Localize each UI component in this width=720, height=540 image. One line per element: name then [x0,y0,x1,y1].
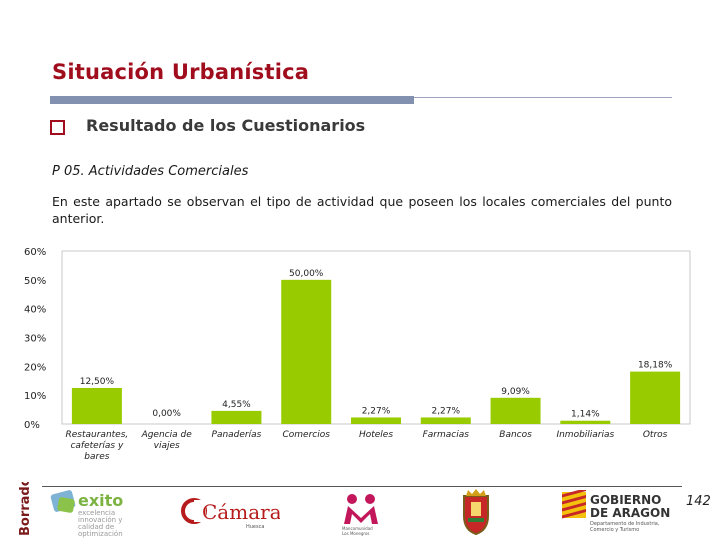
bar [281,279,332,424]
x-category-label: Agencia de [141,430,193,440]
svg-text:Departamento de Industria,: Departamento de Industria, [590,521,660,527]
bar [560,420,611,424]
svg-text:innovación y: innovación y [78,516,122,524]
y-tick-label: 50% [24,276,46,287]
bar [490,397,541,424]
svg-text:Comercio y Turismo: Comercio y Turismo [590,527,639,533]
x-category-label: Bancos [499,430,532,440]
data-label: 2,27% [362,406,391,416]
svg-text:Mancomunidad: Mancomunidad [342,526,373,531]
exito-logo: exito excelencia innovación y calidad de… [50,490,123,538]
y-tick-label: 20% [24,362,46,373]
x-category-label: Inmobiliarias [556,430,614,440]
borrador-watermark: Borrador [18,482,33,536]
svg-text:excelencia: excelencia [78,509,115,517]
bar [351,417,401,424]
data-label: 0,00% [152,409,181,419]
x-category-label: Panaderías [212,430,262,440]
y-tick-label: 30% [24,334,46,345]
y-tick-label: 0% [24,420,40,431]
bar-chart: 0% 10% 20% 30% 40% 50% 60% 12,50% Restaurantes,c… [24,247,691,462]
data-label: 50,00% [289,269,324,279]
description-paragraph: En este apartado se observan el tipo de … [52,194,672,226]
y-tick-label: 60% [24,247,46,258]
bar [71,387,122,424]
bar [420,417,471,424]
data-label: 2,27% [431,406,460,416]
x-category-label: Farmacias [423,430,470,440]
x-category-label: Restaurantes, [66,430,129,440]
data-label: 4,55% [222,400,251,410]
x-category-label: bares [84,452,109,462]
svg-text:GOBIERNO: GOBIERNO [590,493,661,507]
data-label: 9,09% [501,387,530,397]
data-label: 18,18% [638,361,673,371]
svg-text:DE ARAGON: DE ARAGON [590,506,670,520]
svg-text:Borrador: Borrador [18,482,33,536]
footer-rule [42,486,682,487]
svg-text:exito: exito [78,491,123,510]
x-category-label: Comercios [282,430,330,440]
title-rule [50,96,414,104]
data-label: 12,50% [80,377,115,387]
page-title: Situación Urbanística [52,60,310,84]
coat-of-arms-icon [463,489,489,536]
question-label: P 05. Actividades Comerciales [52,164,249,179]
svg-text:Los Monegros: Los Monegros [342,531,369,536]
title-rule-thin [414,97,672,98]
y-tick-label: 10% [24,391,46,402]
y-tick-label: 40% [24,305,46,316]
camara-logo: Cámara Huesca [181,498,280,530]
x-category-label: Otros [643,430,668,440]
mancomunidad-logo: Mancomunidad Los Monegros [342,494,378,536]
svg-text:calidad de: calidad de [78,523,114,531]
bullet-square-icon [50,120,65,135]
gobierno-aragon-logo: GOBIERNO DE ARAGON Departamento de Indus… [562,490,670,533]
svg-text:Huesca: Huesca [246,524,264,530]
svg-text:optimización: optimización [78,530,123,538]
bar [630,371,681,424]
plot-area [61,250,691,425]
page-number: 142 [686,494,711,509]
data-label: 1,14% [571,410,600,420]
section-subtitle: Resultado de los Cuestionarios [86,116,366,135]
svg-text:Cámara: Cámara [202,500,280,524]
bar [211,410,262,424]
x-category-label: cafeterías y [70,441,124,451]
x-category-label: viajes [154,441,180,451]
x-category-label: Hoteles [359,430,393,440]
